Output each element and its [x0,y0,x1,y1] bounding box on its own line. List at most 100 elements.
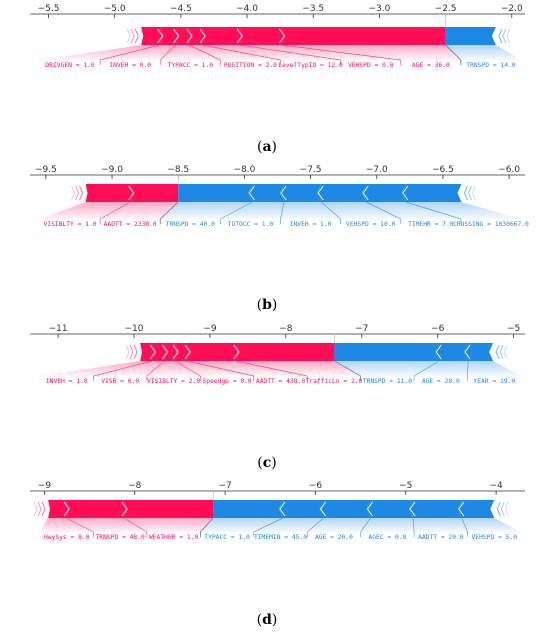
positive-segment [281,27,446,45]
feature-label: CROSSING = 1030667.0 [453,221,529,228]
segment-chevron [199,28,206,44]
x-tick-label: −9 [38,481,52,491]
segment-chevron [161,344,168,360]
label-leader-fan [40,202,131,219]
segment-chevron [149,344,156,360]
x-tick-label: −9 [203,324,217,334]
positive-segment [202,27,244,45]
x-tick-label: −3.5 [302,4,324,14]
tail-chevron [471,185,476,201]
negative-segment [334,343,440,361]
label-leader-fan [40,361,153,376]
label-leader-fan [100,202,179,219]
label-leader-fan [200,518,283,532]
negative-segment [464,343,494,361]
x-tick-label: −5 [399,481,412,491]
x-tick-label: −7.0 [366,165,388,175]
segment-chevron [279,28,286,44]
panel-caption: (d) [257,612,278,628]
label-leader-line [467,360,469,377]
label-leader-line [445,44,462,61]
label-leader-line [160,201,179,220]
label-leader-fan [366,202,461,219]
label-leader-fan [146,361,201,376]
label-leader-fan [445,45,521,60]
tail-chevron [126,28,131,44]
tail-chevron [467,185,472,201]
label-leader-fan [66,518,147,532]
x-tick-label: −6 [431,324,445,334]
label-leader-line [405,201,461,220]
label-leader-fan [321,202,401,219]
feature-label: VISB = 0.0 [101,378,139,385]
x-tick-label: −8.0 [233,165,255,175]
segment-chevron [172,344,179,360]
segment-chevron [173,28,180,44]
feature-label: TIMEMIN = 45.0 [254,534,307,541]
label-leader-fan [405,202,521,219]
negative-segment [278,500,324,518]
segment-chevron [319,501,326,517]
label-leader-fan [175,361,254,376]
x-tick-label: −4.5 [170,4,192,14]
feature-label: VISIBLTY = 1.0 [44,221,97,228]
feature-label: TIMEHR = 7.0 [408,221,454,228]
negative-segment [280,184,322,202]
tail-chevron [496,501,501,517]
positive-segment [130,184,179,202]
x-tick-label: −9.0 [101,165,123,175]
negative-segment [317,184,367,202]
segment-chevron [409,501,416,517]
label-leader-fan [220,202,285,219]
x-tick-label: −10 [125,324,144,334]
feature-label: TRNSPD = 40.0 [166,221,215,228]
x-tick-label: −5.5 [38,4,60,14]
negative-segment [401,184,462,202]
feature-label: HwySys = 8.0 [44,534,90,541]
label-leader-line [253,517,284,533]
negative-segment [445,27,496,45]
tail-chevron [71,185,76,201]
positive-segment [187,343,240,361]
feature-label: AGE = 20.0 [315,534,353,541]
tail-chevron [133,344,138,360]
feature-label: TYPACC = 1.0 [168,62,214,69]
segment-chevron [184,344,191,360]
feature-label: VEHSPD = 0.0 [348,62,394,69]
label-leader-fan [100,45,176,60]
tail-chevron [75,185,80,201]
label-leader-fan [239,45,401,60]
feature-label: VEHSPD = 10.0 [346,221,395,228]
tail-chevron [463,185,468,201]
segment-chevron [128,185,135,201]
segment-chevron [63,501,70,517]
tail-chevron [129,344,134,360]
label-leader-line [461,517,468,533]
feature-label: TYPACC = 1.0 [204,534,250,541]
label-leader-line [320,201,341,220]
positive-segment [239,27,286,45]
feature-label: TRNSPD = 14.0 [466,62,515,69]
tail-chevron [498,28,503,44]
feature-label: AGE = 36.0 [412,62,450,69]
positive-segment [235,343,335,361]
positive-segment [141,27,164,45]
force-plot-c: −11 −10 −9 −8 −7 −6 −5 INVEH = 1.0 VISB = 0.0 VIS… [30,324,525,471]
panel-caption: (c) [257,455,276,471]
feature-label: AGE = 28.0 [422,378,460,385]
x-tick-label: −5 [507,324,520,334]
x-tick-label: −8 [279,324,293,334]
label-leader-line [360,517,371,533]
label-leader-fan [40,45,160,60]
x-tick-label: −4.0 [236,4,258,14]
feature-label: TrafficLn = 2.0 [306,378,363,385]
feature-label: INVEH = 0.0 [109,62,151,69]
tail-chevron [499,344,504,360]
positive-segment [66,500,128,518]
label-leader-fan [253,518,324,532]
segment-chevron [464,344,471,360]
feature-label: TOTOCC = 1.0 [228,221,274,228]
tail-chevron [502,28,507,44]
negative-segment [248,184,285,202]
segment-chevron [362,185,369,201]
